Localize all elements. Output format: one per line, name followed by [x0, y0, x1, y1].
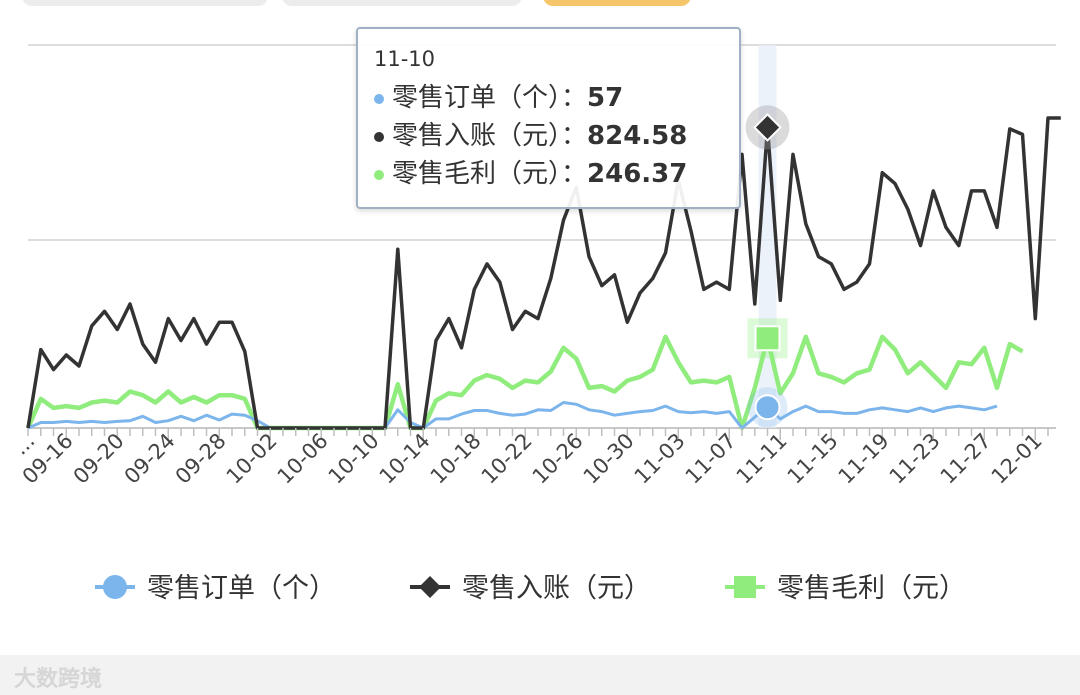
tooltip-sep-revenue: ： [561, 121, 588, 151]
tooltip-label-revenue: 零售入账（元） [392, 121, 562, 151]
x-tick-label: 11-23 [885, 429, 945, 489]
tooltip-title: 11-10 [374, 47, 436, 71]
x-tick-label: 10-22 [477, 429, 537, 489]
tooltip-dot-profit [374, 169, 384, 180]
x-tick-label: 12-01 [987, 429, 1047, 489]
x-tick-label: 11-15 [783, 429, 843, 489]
top-tab-3[interactable] [543, 0, 691, 6]
legend-label-1[interactable]: 零售入账（元） [462, 573, 651, 604]
x-tick-label: 11-27 [936, 429, 996, 489]
x-tick-label: 09-24 [120, 429, 180, 489]
watermark: 大数跨境 [14, 667, 103, 692]
tooltip-dot-orders [374, 93, 384, 104]
legend[interactable]: 零售订单（个） 零售入账（元） 零售毛利（元） [95, 573, 966, 604]
series-line-0[interactable] [27, 401, 998, 430]
legend-label-2[interactable]: 零售毛利（元） [777, 573, 966, 604]
tooltip-value-revenue: 824.58 [587, 121, 688, 151]
legend-marker-diamond[interactable] [419, 576, 441, 598]
x-tick-label: 09-20 [69, 429, 129, 489]
hover-marker-profit [754, 325, 781, 352]
series-line-1[interactable] [26, 116, 1061, 430]
legend-marker-circle[interactable] [103, 575, 127, 599]
x-axis: ...09-1609-2009-2409-2810-0210-0610-1010… [8, 428, 1049, 489]
tooltip-sep-orders: ： [561, 83, 588, 113]
x-tick-label: 11-11 [732, 429, 792, 489]
tooltip-sep-profit: ： [561, 159, 588, 189]
hover-markers [745, 105, 790, 428]
x-tick-label: 09-28 [171, 429, 231, 489]
x-tick-label: 10-26 [528, 429, 588, 489]
tooltip-label-profit: 零售毛利（元） [392, 159, 562, 189]
series-lines[interactable] [25, 116, 1061, 431]
retail-chart: ...09-1609-2009-2409-2810-0210-0610-1010… [8, 44, 1061, 604]
top-tab-2[interactable] [282, 0, 522, 6]
hover-marker-revenue [753, 113, 782, 142]
x-tick-label: 11-19 [834, 429, 894, 489]
tooltip: 11-10 零售订单（个）：57 零售入账（元）：824.58 零售毛利（元）：… [356, 27, 741, 209]
tooltip-row-profit: 零售毛利（元）：246.37 [374, 155, 739, 193]
hover-marker-orders [754, 394, 781, 421]
x-tick-label: 11-07 [681, 429, 741, 489]
x-tick-label: 10-02 [222, 429, 282, 489]
x-tick-label: 10-06 [273, 429, 333, 489]
footer-bar: 大数跨境 [0, 655, 1080, 695]
tooltip-row-orders: 零售订单（个）：57 [374, 79, 739, 117]
tooltip-value-profit: 246.37 [587, 159, 688, 189]
top-tab-1[interactable] [22, 0, 268, 6]
tooltip-dot-revenue [374, 131, 384, 142]
tooltip-value-orders: 57 [587, 83, 624, 113]
legend-marker-square[interactable] [734, 576, 756, 598]
x-tick-label: 10-30 [579, 429, 639, 489]
tooltip-label-orders: 零售订单（个） [392, 83, 562, 113]
series-line-2[interactable] [25, 334, 1024, 431]
tooltip-row-revenue: 零售入账（元）：824.58 [374, 117, 739, 155]
x-tick-label: 10-10 [324, 429, 384, 489]
x-tick-label: 11-03 [630, 429, 690, 489]
x-tick-label: 10-14 [375, 429, 435, 489]
legend-label-0[interactable]: 零售订单（个） [147, 573, 336, 604]
x-tick-label: 10-18 [426, 429, 486, 489]
